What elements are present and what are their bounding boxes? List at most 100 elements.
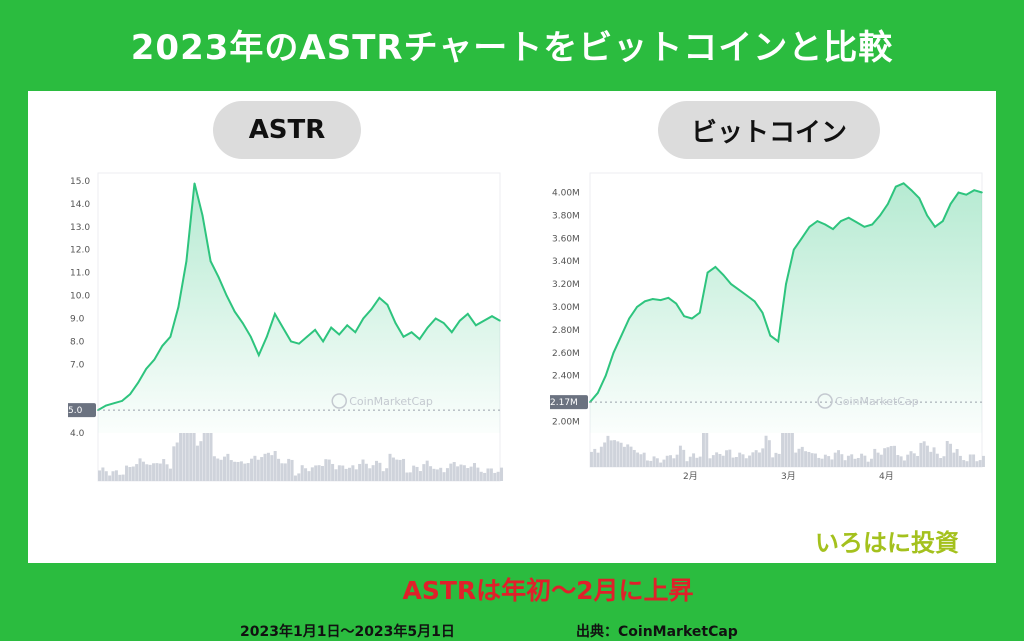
volume-bar — [751, 452, 755, 467]
volume-bar — [469, 466, 473, 481]
volume-bar — [162, 459, 166, 481]
data-point — [483, 319, 485, 322]
data-point — [450, 331, 453, 333]
y-tick-label: 11.0 — [70, 269, 90, 279]
data-point — [793, 248, 795, 251]
volume-bar — [118, 474, 122, 481]
data-point — [491, 315, 493, 317]
volume-bar — [158, 463, 162, 481]
data-point — [121, 400, 123, 402]
volume-bar — [141, 461, 145, 481]
volume-bar — [489, 468, 493, 481]
volume-bar — [337, 465, 341, 481]
volume-bar — [613, 440, 616, 467]
data-point — [282, 326, 284, 329]
volume-bar — [639, 454, 643, 467]
data-point — [225, 294, 228, 297]
coinmarketcap-icon — [817, 393, 833, 409]
data-point — [894, 185, 897, 188]
data-point — [785, 283, 787, 285]
data-point — [628, 317, 630, 320]
volume-bar — [837, 450, 840, 467]
x-tick-label: 3月 — [781, 471, 796, 482]
volume-bar — [371, 465, 375, 481]
volume-bar — [840, 454, 844, 467]
volume-bar — [364, 463, 368, 481]
volume-bar — [300, 465, 304, 481]
volume-bar — [432, 468, 436, 481]
volume-bar — [761, 448, 765, 467]
volume-bar — [935, 453, 939, 467]
series-area — [98, 183, 500, 433]
y-tick-label: 3.60M — [552, 234, 580, 244]
volume-bar — [932, 447, 936, 467]
volume-bar — [459, 464, 463, 481]
current-price-label: 2.17M — [550, 398, 578, 408]
volume-bar — [152, 463, 156, 481]
data-point — [863, 226, 866, 228]
volume-bar — [266, 452, 270, 481]
data-point — [855, 221, 858, 224]
data-point — [738, 289, 740, 291]
source-text: 出典：CoinMarketCap — [576, 624, 738, 640]
volume-bar — [239, 461, 243, 481]
data-point — [800, 237, 803, 240]
volume-bar — [817, 457, 821, 467]
data-point — [730, 283, 732, 285]
volume-bar — [883, 448, 887, 467]
volume-bar — [962, 460, 966, 467]
volume-bar — [794, 452, 798, 467]
volume-bar — [199, 441, 203, 481]
watermark-text: CoinMarketCap — [835, 395, 919, 408]
data-point — [965, 193, 968, 196]
volume-bar — [472, 463, 476, 481]
data-point — [314, 329, 316, 331]
volume-bar — [758, 452, 761, 467]
volume-bar — [744, 458, 748, 467]
data-point — [910, 189, 913, 191]
volume-bar — [702, 433, 705, 467]
volume-bar — [212, 456, 216, 481]
data-point — [410, 331, 413, 333]
data-point — [426, 326, 429, 329]
data-point — [306, 335, 308, 338]
volume-bar — [219, 459, 223, 481]
volume-bar — [896, 455, 900, 467]
volume-bar — [764, 435, 768, 467]
data-point — [330, 326, 332, 329]
volume-bar — [222, 456, 227, 481]
volume-bar — [358, 463, 362, 481]
volume-bar — [787, 433, 791, 467]
volume-bar — [402, 458, 406, 481]
bitcoin-chart: 4.00M 3.80M 3.60M 3.40M 3.20M 3.00M 2.80M 2.60M… — [550, 172, 985, 482]
data-point — [467, 313, 469, 315]
volume-bar — [493, 472, 497, 481]
volume-bar — [263, 453, 267, 481]
volume-bar — [767, 440, 771, 467]
data-point — [824, 223, 826, 226]
volume-bar — [135, 464, 139, 481]
data-point — [761, 311, 764, 314]
volume-bar — [685, 461, 689, 467]
volume-bar — [280, 463, 284, 481]
data-point — [322, 340, 324, 343]
volume-bar — [692, 453, 696, 467]
x-tick-label: 2月 — [683, 471, 698, 482]
volume-bar — [899, 456, 903, 467]
volume-bar — [952, 452, 956, 467]
volume-bar — [297, 473, 301, 481]
data-point — [201, 214, 204, 217]
data-point — [698, 311, 701, 314]
volume-bar — [442, 472, 446, 481]
volume-bar — [175, 442, 179, 481]
volume-bar — [233, 461, 237, 481]
volume-bar — [833, 452, 837, 467]
data-point — [722, 274, 725, 276]
volume-bar — [955, 449, 959, 467]
volume-bar — [310, 467, 314, 481]
volume-bar — [646, 460, 649, 467]
volume-bar — [361, 459, 365, 481]
y-tick-label: 9.0 — [70, 314, 85, 324]
volume-bar — [206, 433, 210, 481]
volume-bar — [804, 451, 808, 467]
